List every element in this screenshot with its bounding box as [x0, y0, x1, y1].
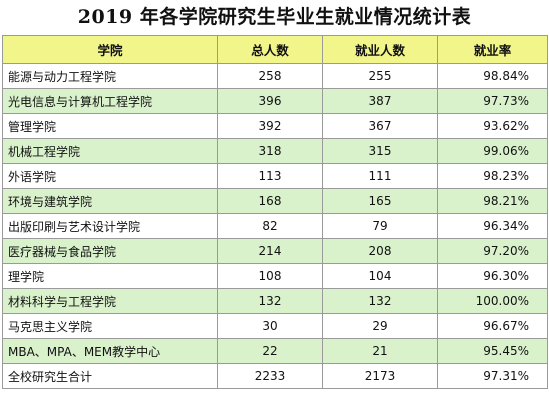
- column-header-rate: 就业率: [437, 35, 548, 64]
- college-name-cell: 全校研究生合计: [2, 363, 218, 389]
- table-row: 外语学院 113 111 98.23%: [2, 163, 548, 189]
- employed-cell: 111: [322, 163, 438, 189]
- rate-cell: 93.62%: [437, 113, 548, 139]
- total-cell: 2233: [217, 363, 323, 389]
- total-cell: 22: [217, 338, 323, 364]
- rate-cell: 95.45%: [437, 338, 548, 364]
- total-cell: 168: [217, 188, 323, 214]
- table-row-total: 全校研究生合计 2233 2173 97.31%: [2, 363, 548, 389]
- column-header-total: 总人数: [217, 35, 323, 64]
- college-name-cell: 外语学院: [2, 163, 218, 189]
- employed-cell: 387: [322, 88, 438, 114]
- employed-cell: 21: [322, 338, 438, 364]
- employed-cell: 255: [322, 63, 438, 89]
- total-cell: 258: [217, 63, 323, 89]
- table-row: 环境与建筑学院 168 165 98.21%: [2, 188, 548, 214]
- college-name-cell: 出版印刷与艺术设计学院: [2, 213, 218, 239]
- header-row: 学院 总人数 就业人数 就业率: [2, 35, 548, 64]
- college-name-cell: 理学院: [2, 263, 218, 289]
- total-cell: 108: [217, 263, 323, 289]
- college-name-cell: 光电信息与计算机工程学院: [2, 88, 218, 114]
- table-row: 材料科学与工程学院 132 132 100.00%: [2, 288, 548, 314]
- employed-cell: 79: [322, 213, 438, 239]
- college-name-cell: 机械工程学院: [2, 138, 218, 164]
- table-row: 出版印刷与艺术设计学院 82 79 96.34%: [2, 213, 548, 239]
- college-name-cell: 管理学院: [2, 113, 218, 139]
- table-title: 2019 年各学院研究生毕业生就业情况统计表: [77, 6, 472, 28]
- table-row: 管理学院 392 367 93.62%: [2, 113, 548, 139]
- rate-cell: 97.73%: [437, 88, 548, 114]
- total-cell: 82: [217, 213, 323, 239]
- rate-cell: 96.34%: [437, 213, 548, 239]
- total-cell: 392: [217, 113, 323, 139]
- college-name-cell: 材料科学与工程学院: [2, 288, 218, 314]
- table-row: 能源与动力工程学院 258 255 98.84%: [2, 63, 548, 89]
- table-row: 医疗器械与食品学院 214 208 97.20%: [2, 238, 548, 264]
- college-name-cell: MBA、MPA、MEM教学中心: [2, 338, 218, 364]
- table-row: 马克思主义学院 30 29 96.67%: [2, 313, 548, 339]
- rate-cell: 98.21%: [437, 188, 548, 214]
- employed-cell: 2173: [322, 363, 438, 389]
- employed-cell: 165: [322, 188, 438, 214]
- column-header-employed: 就业人数: [322, 35, 438, 64]
- employed-cell: 29: [322, 313, 438, 339]
- employed-cell: 367: [322, 113, 438, 139]
- employed-cell: 132: [322, 288, 438, 314]
- table-row: MBA、MPA、MEM教学中心 22 21 95.45%: [2, 338, 548, 364]
- table-row: 光电信息与计算机工程学院 396 387 97.73%: [2, 88, 548, 114]
- college-name-cell: 能源与动力工程学院: [2, 63, 218, 89]
- rate-cell: 96.67%: [437, 313, 548, 339]
- table-row: 理学院 108 104 96.30%: [2, 263, 548, 289]
- rate-cell: 98.84%: [437, 63, 548, 89]
- rate-cell: 97.31%: [437, 363, 548, 389]
- employment-stats-table: 学院 总人数 就业人数 就业率 能源与动力工程学院 258 255 98.84%…: [2, 35, 548, 389]
- total-cell: 113: [217, 163, 323, 189]
- total-cell: 132: [217, 288, 323, 314]
- rate-cell: 96.30%: [437, 263, 548, 289]
- employed-cell: 208: [322, 238, 438, 264]
- total-cell: 30: [217, 313, 323, 339]
- employed-cell: 104: [322, 263, 438, 289]
- college-name-cell: 环境与建筑学院: [2, 188, 218, 214]
- total-cell: 214: [217, 238, 323, 264]
- rate-cell: 100.00%: [437, 288, 548, 314]
- rate-cell: 99.06%: [437, 138, 548, 164]
- employed-cell: 315: [322, 138, 438, 164]
- college-name-cell: 马克思主义学院: [2, 313, 218, 339]
- total-cell: 318: [217, 138, 323, 164]
- table-row: 机械工程学院 318 315 99.06%: [2, 138, 548, 164]
- total-cell: 396: [217, 88, 323, 114]
- college-name-cell: 医疗器械与食品学院: [2, 238, 218, 264]
- column-header-college: 学院: [2, 35, 218, 64]
- rate-cell: 97.20%: [437, 238, 548, 264]
- rate-cell: 98.23%: [437, 163, 548, 189]
